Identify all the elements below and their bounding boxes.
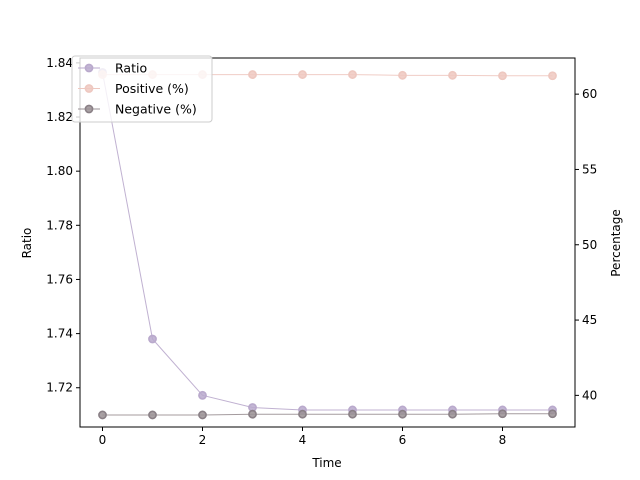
- legend-label: Ratio: [115, 61, 147, 76]
- y-left-tick-label: 1.82: [46, 110, 73, 124]
- series-point-3: [398, 409, 407, 419]
- series-point-2: [448, 70, 457, 80]
- series-point-3: [448, 409, 457, 419]
- series-point-3: [148, 410, 157, 420]
- series-point-2: [248, 70, 257, 79]
- plot-frame: [79, 57, 576, 428]
- series-point-2: [398, 70, 407, 80]
- y-left-tick-label: 1.76: [46, 272, 73, 286]
- series-point-3: [248, 409, 257, 419]
- y-left-tick-label: 1.78: [46, 218, 73, 232]
- series-point-2: [348, 70, 357, 79]
- series-point-3: [298, 409, 307, 419]
- y-left-tick-label: 1.84: [46, 56, 73, 70]
- y-left-tick-label: 1.74: [46, 327, 73, 341]
- series-point-1: [148, 334, 157, 344]
- series-point-2: [498, 71, 507, 81]
- series-line-1: [102, 72, 553, 411]
- legend: Ratio Positive (%) Negative (%): [71, 55, 213, 123]
- series-point-3: [548, 409, 557, 419]
- x-tick-label: 2: [199, 433, 207, 447]
- legend-marker: [84, 104, 94, 114]
- x-tick-label: 0: [99, 433, 107, 447]
- left-y-axis: 1.72 1.74 1.76 1.78 1.80 1.82 1.84: [46, 56, 80, 395]
- y-left-tick-label: 1.80: [46, 164, 73, 178]
- y-left-tick-label: 1.72: [46, 381, 73, 395]
- x-tick-label: 6: [399, 433, 407, 447]
- legend-label: Negative (%): [115, 102, 197, 117]
- series-point-3: [498, 409, 507, 419]
- y-right-tick-label: 60: [582, 87, 597, 101]
- legend-marker: [84, 84, 94, 93]
- right-y-axis: 40 45 50 55 60: [575, 87, 597, 402]
- series-line-3: [102, 413, 553, 416]
- series-point-3: [198, 410, 207, 420]
- series-point-2: [298, 70, 307, 79]
- x-axis-title: Time: [311, 456, 341, 470]
- x-tick-label: 8: [499, 433, 507, 447]
- y-right-tick-label: 55: [582, 162, 597, 176]
- series-point-2: [548, 71, 557, 81]
- right-y-axis-title: Percentage: [609, 209, 623, 277]
- y-right-tick-label: 50: [582, 238, 597, 252]
- series-point-3: [98, 410, 107, 420]
- series-point-3: [348, 409, 357, 419]
- legend-label: Positive (%): [115, 81, 189, 96]
- legend-marker: [84, 63, 94, 73]
- x-axis: 0 2 4 6 8: [99, 427, 507, 447]
- left-y-axis-title: Ratio: [20, 228, 34, 259]
- legend-frame: [71, 55, 213, 123]
- series-point-1: [198, 390, 207, 400]
- y-right-tick-label: 45: [582, 313, 597, 327]
- y-right-tick-label: 40: [582, 388, 597, 402]
- x-tick-label: 4: [299, 433, 307, 447]
